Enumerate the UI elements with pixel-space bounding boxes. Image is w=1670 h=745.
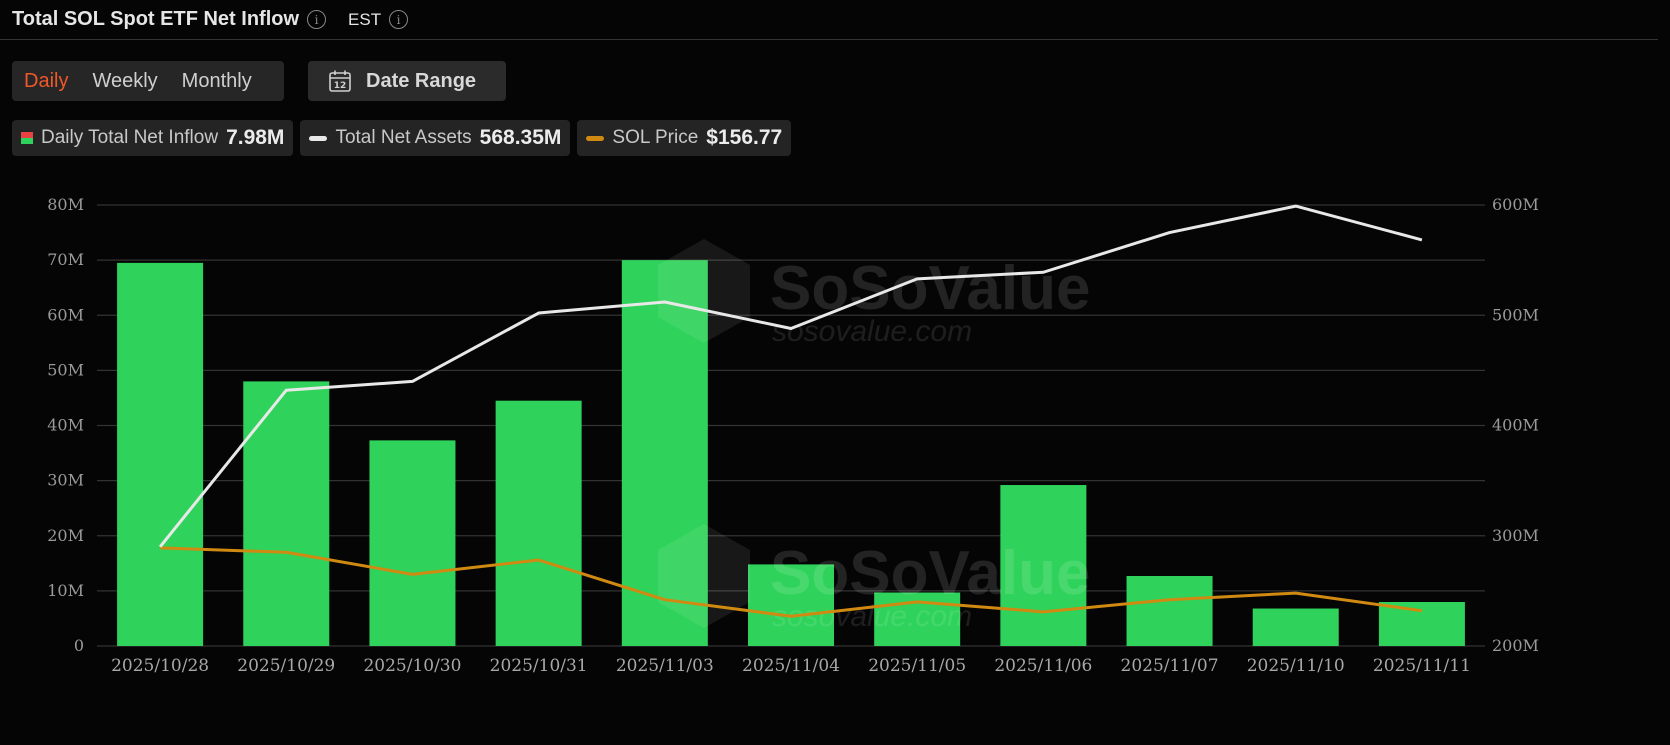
svg-text:SoSoValue: SoSoValue — [770, 254, 1090, 323]
inflow-bar[interactable] — [621, 260, 708, 646]
tab-weekly[interactable]: Weekly — [92, 69, 158, 92]
x-axis-tick-label: 2025/10/31 — [490, 656, 588, 676]
legend-price-value: $156.77 — [706, 126, 783, 149]
svg-text:sosovalue.com: sosovalue.com — [772, 315, 972, 348]
right-axis-tick-label: 200M — [1492, 636, 1539, 655]
right-axis-tick-label: 300M — [1492, 526, 1539, 545]
left-axis-tick-label: 80M — [47, 195, 84, 214]
inflow-bar[interactable] — [117, 262, 204, 646]
date-range-button[interactable]: 12 Date Range — [308, 61, 506, 101]
left-axis-tick-label: 0 — [74, 636, 84, 655]
right-axis-tick-label: 400M — [1492, 416, 1539, 435]
tab-monthly[interactable]: Monthly — [181, 69, 252, 92]
left-axis-tick-label: 60M — [47, 305, 84, 324]
legend-assets-label: Total Net Assets — [335, 127, 472, 148]
legend-inflow-label: Daily Total Net Inflow — [41, 127, 219, 148]
inflow-bar[interactable] — [748, 564, 834, 646]
chart-area: SoSoValuesosovalue.comSoSoValuesosovalue… — [47, 195, 1539, 676]
x-axis-tick-label: 2025/11/07 — [1121, 656, 1219, 676]
svg-text:sosovalue.com: sosovalue.com — [772, 600, 972, 633]
right-axis-tick-label: 500M — [1492, 305, 1539, 324]
timezone-info-icon[interactable]: i — [389, 10, 409, 29]
chart-header: Total SOL Spot ETF Net Inflow i EST i — [0, 0, 1658, 40]
legend-price-label: SOL Price — [612, 127, 699, 148]
x-axis-tick-label: 2025/11/03 — [616, 656, 714, 676]
inflow-bar[interactable] — [495, 400, 582, 646]
x-axis-tick-label: 2025/11/05 — [868, 656, 966, 676]
timezone-label: EST — [348, 9, 382, 29]
inflow-bar[interactable] — [369, 440, 456, 646]
left-axis-tick-label: 50M — [47, 360, 84, 379]
inflow-bar[interactable] — [1126, 575, 1213, 646]
date-range-label: Date Range — [366, 69, 477, 92]
legend-assets[interactable]: Total Net Assets 568.35M — [300, 120, 571, 156]
inflow-bar[interactable] — [243, 381, 330, 646]
left-axis-tick-label: 70M — [47, 250, 84, 269]
left-axis-tick-label: 30M — [47, 471, 84, 490]
inflow-bar[interactable] — [1000, 485, 1087, 646]
x-axis-tick-label: 2025/10/29 — [237, 656, 335, 676]
calendar-icon: 12 — [329, 70, 351, 92]
x-axis-tick-label: 2025/10/30 — [363, 656, 461, 676]
sol-price-line[interactable] — [160, 546, 1423, 618]
chart-legend: Daily Total Net Inflow 7.98M Total Net A… — [12, 120, 792, 156]
right-axis-tick-label: 600M — [1492, 195, 1539, 214]
x-axis-tick-label: 2025/11/04 — [742, 656, 840, 676]
svg-text:SoSoValue: SoSoValue — [770, 539, 1090, 608]
x-axis-tick-label: 2025/10/28 — [111, 656, 209, 676]
inflow-bar[interactable] — [1252, 608, 1339, 646]
x-axis-tick-label: 2025/11/10 — [1247, 656, 1345, 676]
page-title: Total SOL Spot ETF Net Inflow — [12, 8, 300, 30]
legend-inflow[interactable]: Daily Total Net Inflow 7.98M — [12, 120, 294, 156]
inflow-bar[interactable] — [1378, 602, 1465, 646]
legend-price[interactable]: SOL Price $156.77 — [577, 120, 792, 156]
legend-assets-value: 568.35M — [479, 126, 562, 149]
assets-swatch-icon — [309, 135, 328, 141]
x-axis-tick-label: 2025/11/11 — [1373, 656, 1471, 676]
left-axis-tick-label: 20M — [47, 526, 84, 545]
left-axis-tick-label: 10M — [47, 581, 84, 600]
x-axis-tick-label: 2025/11/06 — [994, 656, 1092, 676]
period-selector: Daily Weekly Monthly — [12, 61, 284, 101]
net-assets-line[interactable] — [158, 204, 1423, 548]
legend-inflow-value: 7.98M — [226, 126, 285, 149]
inflow-swatch-icon — [21, 132, 33, 144]
price-swatch-icon — [586, 135, 605, 141]
svg-text:12: 12 — [334, 81, 347, 91]
tab-daily[interactable]: Daily — [24, 69, 69, 92]
left-axis-tick-label: 40M — [47, 416, 84, 435]
info-icon[interactable]: i — [307, 10, 327, 29]
